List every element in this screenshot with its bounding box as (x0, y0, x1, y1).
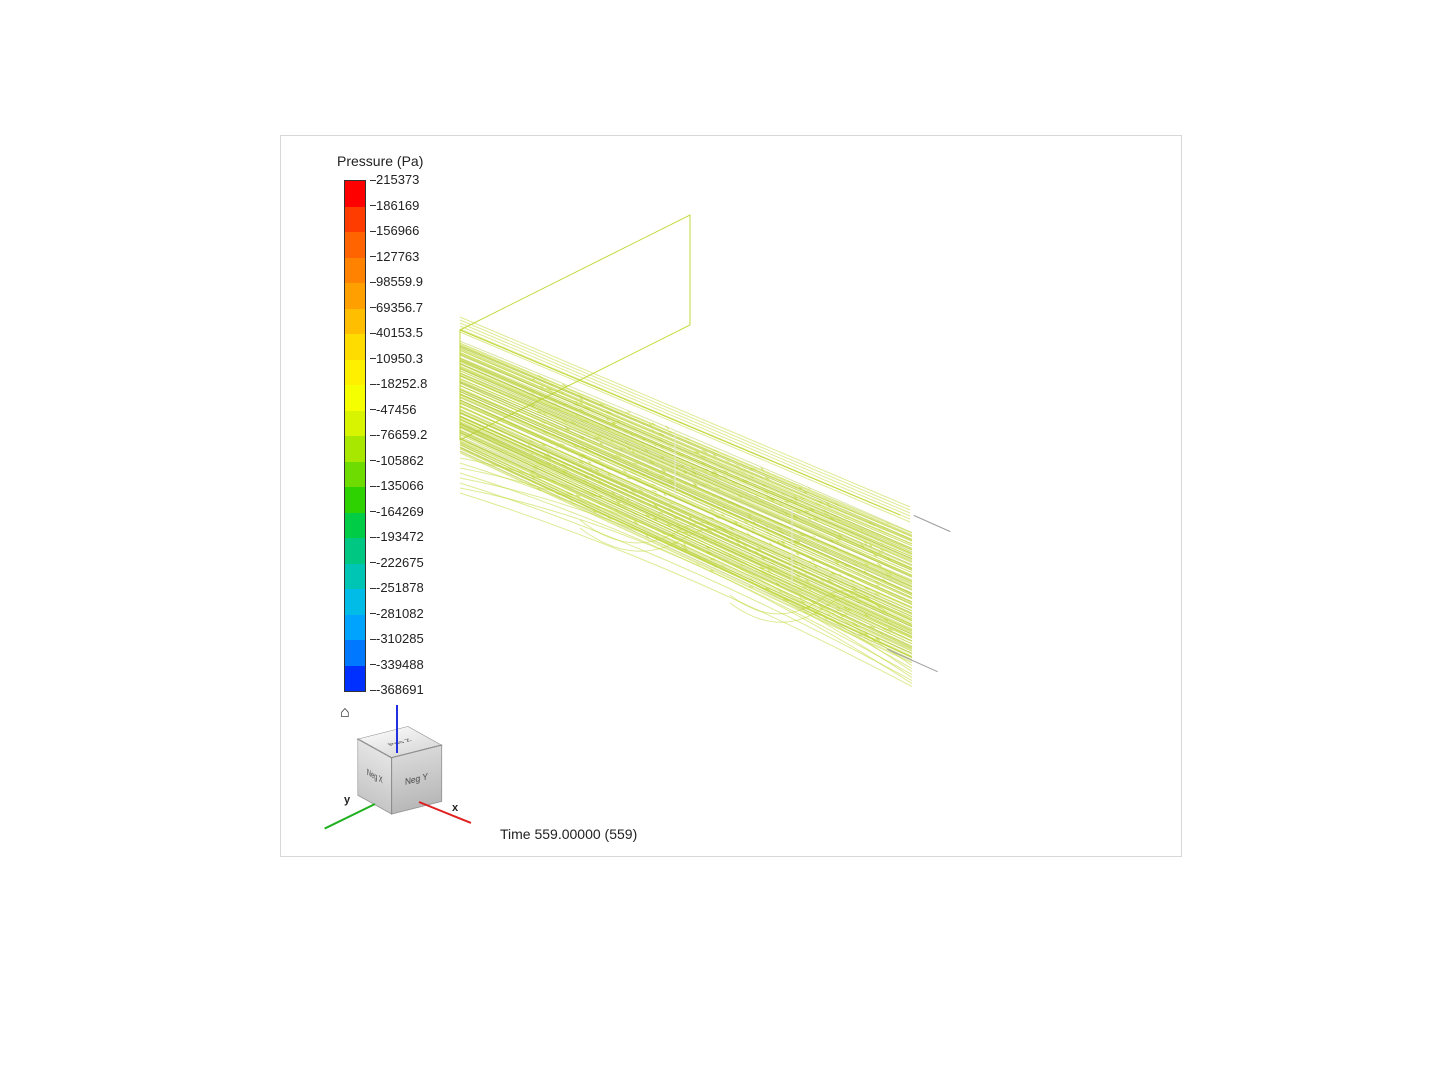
legend-tick: 156966 (376, 223, 419, 238)
legend-tick: -76659.2 (376, 427, 427, 442)
legend-tick: 10950.3 (376, 351, 423, 366)
legend-tick: -105862 (376, 453, 424, 468)
legend-tick: -164269 (376, 504, 424, 519)
orientation-cube[interactable]: Pos Z Neg X Neg Y (374, 733, 432, 813)
simulation-render[interactable] (430, 200, 1170, 700)
axis-z (396, 705, 398, 753)
legend-tick: -193472 (376, 529, 424, 544)
legend-tick: 186169 (376, 198, 419, 213)
legend-tick: -135066 (376, 478, 424, 493)
legend-tick: 127763 (376, 249, 419, 264)
legend-tick: -368691 (376, 682, 424, 697)
legend-tick: -47456 (376, 402, 416, 417)
legend-tick: 215373 (376, 172, 419, 187)
legend-tick: 69356.7 (376, 300, 423, 315)
legend-tick: 98559.9 (376, 274, 423, 289)
legend-tick: 40153.5 (376, 325, 423, 340)
home-icon[interactable]: ⌂ (340, 704, 350, 722)
domain-boundary-outline (430, 200, 1170, 700)
cube-face-front[interactable]: Neg Y (391, 744, 442, 814)
legend-colorbar (344, 180, 366, 692)
orientation-widget[interactable]: z Pos Z Neg X Neg Y y x (350, 730, 460, 825)
time-label: Time 559.00000 (559) (500, 826, 637, 842)
axis-x-label: x (452, 802, 458, 814)
legend-tick: -222675 (376, 555, 424, 570)
axis-y-label: y (344, 794, 350, 806)
legend-title: Pressure (Pa) (337, 153, 423, 169)
legend-tick: -281082 (376, 606, 424, 621)
legend-tick: -251878 (376, 580, 424, 595)
legend-tick: -18252.8 (376, 376, 427, 391)
legend-tick: -310285 (376, 631, 424, 646)
legend-tick: -339488 (376, 657, 424, 672)
